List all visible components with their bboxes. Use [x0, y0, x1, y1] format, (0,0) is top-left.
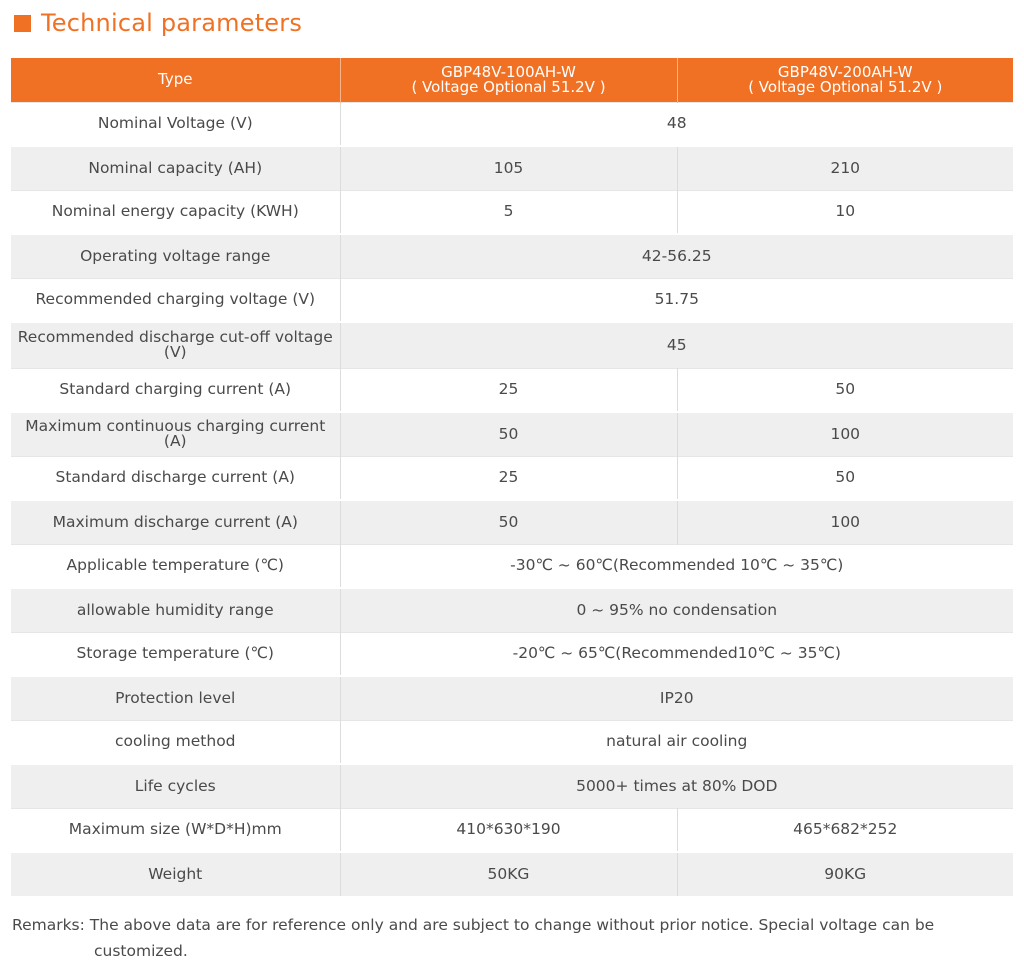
- row-label: Nominal capacity (AH): [11, 145, 341, 190]
- table-row: Protection level IP20: [11, 675, 1013, 720]
- title-text: Technical parameters: [41, 9, 303, 37]
- row-label: Standard charging current (A): [11, 367, 341, 412]
- header-model-1-name: GBP48V-100AH-W: [441, 62, 576, 81]
- remarks-line-1: Remarks: The above data are for referenc…: [12, 916, 935, 934]
- row-value-shared: -30℃ ~ 60℃(Recommended 10℃ ~ 35℃): [340, 543, 1013, 588]
- row-label: Weight: [11, 851, 341, 896]
- row-value-model-1: 5: [340, 189, 678, 234]
- header-model-2-name: GBP48V-200AH-W: [777, 62, 913, 81]
- row-value-model-2: 465*682*252: [677, 807, 1013, 852]
- table-row: Nominal capacity (AH) 105 210: [11, 145, 1013, 190]
- row-label: Applicable temperature (℃): [11, 543, 341, 588]
- table-row: Life cycles 5000+ times at 80% DOD: [11, 763, 1013, 808]
- row-label: Maximum continuous charging current (A): [11, 411, 341, 456]
- header-model-2: GBP48V-200AH-W ( Voltage Optional 51.2V …: [677, 58, 1013, 102]
- row-value-shared: 0 ~ 95% no condensation: [340, 587, 1013, 632]
- table-header-row: Type GBP48V-100AH-W ( Voltage Optional 5…: [11, 58, 1013, 102]
- table-row: Storage temperature (℃) -20℃ ~ 65℃(Recomm…: [11, 631, 1013, 676]
- row-value-model-1: 50: [340, 499, 678, 544]
- row-value-model-2: 210: [677, 145, 1013, 190]
- row-value-shared: 5000+ times at 80% DOD: [340, 763, 1013, 808]
- table-row: Maximum continuous charging current (A) 5…: [11, 411, 1013, 456]
- row-label: Maximum discharge current (A): [11, 499, 341, 544]
- header-model-1-note: ( Voltage Optional 51.2V ): [411, 77, 606, 96]
- row-value-model-2: 50: [677, 367, 1013, 412]
- row-value-model-2: 100: [677, 411, 1013, 456]
- row-value-model-1: 25: [340, 455, 678, 500]
- row-value-model-2: 50: [677, 455, 1013, 500]
- row-value-shared: 45: [340, 321, 1013, 368]
- row-label: Maximum size (W*D*H)mm: [11, 807, 341, 852]
- table-row: Standard charging current (A) 25 50: [11, 367, 1013, 412]
- table-row: Standard discharge current (A) 25 50: [11, 455, 1013, 500]
- row-value-model-2: 10: [677, 189, 1013, 234]
- row-label: Nominal energy capacity (KWH): [11, 189, 341, 234]
- table-row: Applicable temperature (℃) -30℃ ~ 60℃(Rec…: [11, 543, 1013, 588]
- row-label: cooling method: [11, 719, 341, 764]
- row-label: Recommended discharge cut-off voltage (V…: [11, 321, 341, 368]
- table-row: Nominal energy capacity (KWH) 5 10: [11, 189, 1013, 234]
- remarks: Remarks: The above data are for referenc…: [12, 912, 1012, 964]
- row-value-shared: -20℃ ~ 65℃(Recommended10℃ ~ 35℃): [340, 631, 1013, 676]
- row-value-shared: 48: [340, 101, 1013, 146]
- row-label: Recommended charging voltage (V): [11, 277, 341, 322]
- row-value-shared: 42-56.25: [340, 233, 1013, 278]
- row-value-shared: 51.75: [340, 277, 1013, 322]
- row-label: Standard discharge current (A): [11, 455, 341, 500]
- table-row: Maximum size (W*D*H)mm 410*630*190 465*682…: [11, 807, 1013, 852]
- row-label: allowable humidity range: [11, 587, 341, 632]
- spec-table: Type GBP48V-100AH-W ( Voltage Optional 5…: [11, 58, 1013, 896]
- table-row: Recommended charging voltage (V) 51.75: [11, 277, 1013, 322]
- row-value-model-1: 410*630*190: [340, 807, 678, 852]
- row-label: Operating voltage range: [11, 233, 341, 278]
- row-value-model-1: 105: [340, 145, 678, 190]
- row-label: Life cycles: [11, 763, 341, 808]
- title-square-icon: [14, 14, 31, 32]
- row-value-model-2: 100: [677, 499, 1013, 544]
- row-value-model-1: 25: [340, 367, 678, 412]
- row-label: Storage temperature (℃): [11, 631, 341, 676]
- row-value-shared: IP20: [340, 675, 1013, 720]
- table-row: Maximum discharge current (A) 50 100: [11, 499, 1013, 544]
- section-title: Technical parameters: [14, 8, 302, 38]
- header-model-2-note: ( Voltage Optional 51.2V ): [748, 77, 943, 96]
- row-label: Nominal Voltage (V): [11, 101, 341, 146]
- table-row: allowable humidity range 0 ~ 95% no conde…: [11, 587, 1013, 632]
- row-value-model-2: 90KG: [677, 851, 1013, 896]
- row-value-model-1: 50: [340, 411, 678, 456]
- table-row: Nominal Voltage (V) 48: [11, 101, 1013, 146]
- header-type: Type: [11, 58, 341, 102]
- row-value-model-1: 50KG: [340, 851, 678, 896]
- table-row: Recommended discharge cut-off voltage (V…: [11, 321, 1013, 368]
- table-row: Weight 50KG 90KG: [11, 851, 1013, 896]
- table-row: cooling method natural air cooling: [11, 719, 1013, 764]
- table-row: Operating voltage range 42-56.25: [11, 233, 1013, 278]
- header-model-1: GBP48V-100AH-W ( Voltage Optional 51.2V …: [340, 58, 678, 102]
- row-label: Protection level: [11, 675, 341, 720]
- remarks-line-2: customized.: [94, 942, 188, 960]
- row-value-shared: natural air cooling: [340, 719, 1013, 764]
